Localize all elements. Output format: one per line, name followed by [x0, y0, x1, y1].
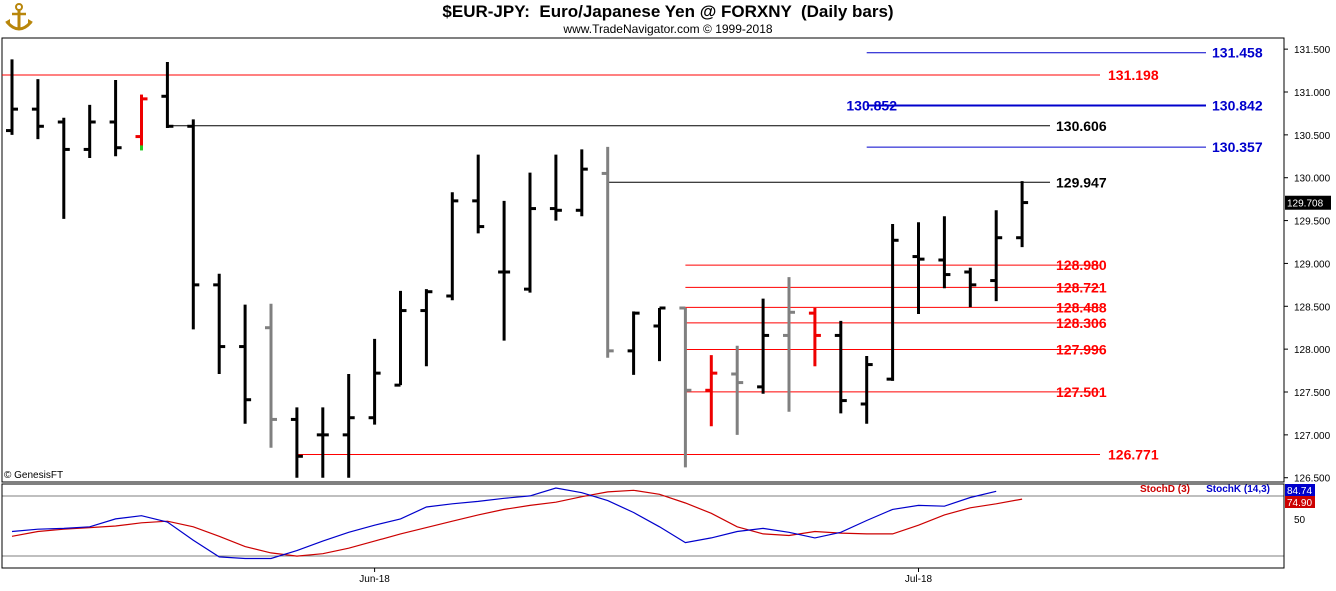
legend-stochd: StochD (3) [1140, 484, 1190, 495]
ohlc-bar[interactable] [290, 407, 303, 478]
price-panel-frame [1, 37, 1285, 483]
legend-stochk: StochK (14,3) [1206, 484, 1270, 495]
ohlc-bar[interactable] [368, 338, 381, 425]
ohlc-bar[interactable] [213, 273, 226, 374]
level-label: 128.980 [1056, 257, 1107, 273]
stochastic-value-badge [1285, 496, 1315, 508]
ohlc-bar[interactable] [109, 80, 122, 157]
ohlc-bar[interactable] [808, 308, 821, 367]
y-tick-label: 127.000 [1294, 431, 1331, 442]
ohlc-bar[interactable] [187, 119, 200, 330]
ohlc-bar[interactable] [135, 94, 148, 151]
ohlc-bar[interactable] [964, 267, 977, 308]
copyright-label: © GenesisFT [4, 470, 63, 481]
ohlc-bar[interactable] [938, 216, 951, 289]
y-tick-label: 131.500 [1294, 45, 1331, 56]
ohlc-bar[interactable] [316, 407, 329, 478]
level-label: 128.721 [1056, 279, 1107, 295]
ohlc-bar[interactable] [394, 290, 407, 387]
ohlc-bar[interactable] [601, 146, 614, 358]
ohlc-bar[interactable] [446, 192, 459, 301]
ohlc-bar[interactable] [549, 154, 562, 221]
ohlc-bar[interactable] [57, 117, 70, 219]
level-label: 126.771 [1108, 446, 1159, 462]
date-label: Jun-18 [359, 574, 390, 585]
level-label: 127.501 [1056, 384, 1107, 400]
y-tick-label: 128.000 [1294, 345, 1331, 356]
ohlc-bar[interactable] [342, 374, 355, 478]
ohlc-bar[interactable] [912, 222, 925, 314]
date-label: Jul-18 [905, 574, 933, 585]
y-tick-label: 130.000 [1294, 174, 1331, 185]
y-tick-label: 128.500 [1294, 302, 1331, 313]
chart-title: $EUR-JPY: Euro/Japanese Yen @ FORXNY (Da… [442, 2, 894, 21]
last-price-label: 129.708 [1287, 199, 1324, 210]
y-tick-label: 130.500 [1294, 131, 1331, 142]
ohlc-bar[interactable] [834, 320, 847, 414]
ohlc-bar[interactable] [783, 277, 795, 412]
level-label: 130.357 [1212, 139, 1263, 155]
ohlc-bar[interactable] [990, 210, 1003, 302]
ohlc-bar[interactable] [679, 306, 692, 468]
y-tick-label: 129.000 [1294, 259, 1331, 270]
stochastic-tick-label: 50 [1294, 515, 1306, 526]
level-label: 128.306 [1056, 315, 1107, 331]
chart-subtitle: www.TradeNavigator.com © 1999-2018 [563, 22, 773, 36]
ohlc-bar[interactable] [886, 224, 899, 381]
stochastic-value-badge [1285, 484, 1315, 496]
stochastic-line [11, 487, 997, 560]
y-tick-label: 127.500 [1294, 388, 1331, 399]
anchor-logo-icon [5, 3, 33, 31]
level-label: 127.996 [1056, 341, 1107, 357]
ohlc-bar[interactable] [575, 149, 588, 217]
level-label: 131.458 [1212, 45, 1263, 61]
last-price-badge [1285, 195, 1331, 210]
y-tick-label: 126.500 [1294, 474, 1331, 485]
ohlc-bar[interactable] [6, 59, 18, 135]
ohlc-bar[interactable] [239, 304, 252, 424]
level-label: 131.198 [1108, 67, 1159, 83]
stochastic-panel-frame [1, 483, 1285, 569]
ohlc-bar[interactable] [420, 289, 433, 367]
stochastic-value-label: 84.74 [1287, 486, 1312, 497]
stochastic-value-label: 74.90 [1287, 498, 1312, 509]
ohlc-bar[interactable] [860, 356, 873, 424]
level-label: 129.947 [1056, 174, 1107, 190]
ohlc-bar[interactable] [472, 154, 485, 234]
stochastic-line [11, 489, 1023, 557]
ohlc-bar[interactable] [31, 79, 44, 140]
ohlc-bar[interactable] [705, 355, 718, 427]
ohlc-bar[interactable] [498, 200, 511, 341]
ohlc-bar[interactable] [627, 311, 640, 375]
ohlc-bar[interactable] [731, 345, 744, 435]
ohlc-bar[interactable] [524, 172, 536, 293]
ohlc-bar[interactable] [1016, 181, 1029, 248]
level-label: 130.606 [1056, 118, 1107, 134]
ohlc-bar[interactable] [265, 303, 277, 448]
level-label: 130.842 [1212, 98, 1263, 114]
ohlc-bar[interactable] [653, 306, 666, 362]
ohlc-bar[interactable] [757, 298, 770, 394]
ohlc-bar[interactable] [83, 104, 96, 158]
y-tick-label: 129.500 [1294, 217, 1331, 228]
y-tick-label: 131.000 [1294, 88, 1331, 99]
ohlc-bar[interactable] [161, 62, 174, 128]
level-label: 128.488 [1056, 299, 1107, 315]
